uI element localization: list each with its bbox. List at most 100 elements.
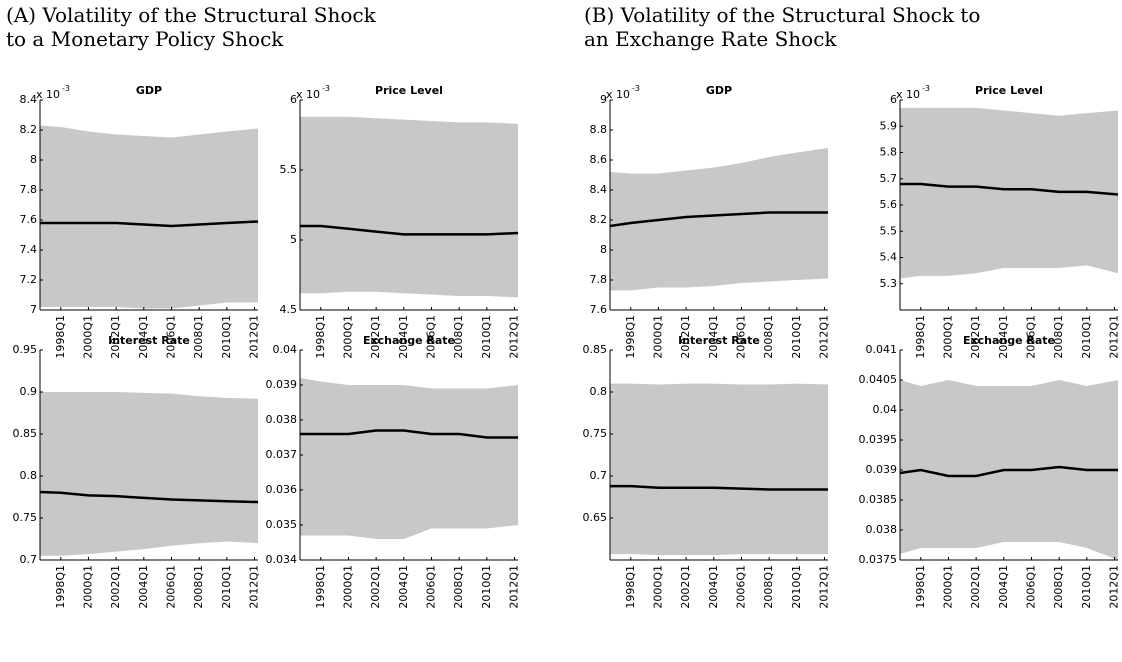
y-tick-label: 5.5 [880,224,898,237]
x-tick-label: 2008Q1 [452,315,465,359]
x-tick-label: 1998Q1 [624,315,637,359]
chart-title: Price Level [975,84,1043,97]
y-tick-label: 5.4 [880,251,898,264]
y-tick-label: 0.039 [266,378,298,391]
y-tick-label: 0.0395 [859,433,898,446]
scale-exponent: -3 [62,84,70,93]
x-tick-label: 2012Q1 [248,565,261,609]
scale-label: x 10 [296,88,320,101]
y-tick-label: 0.037 [266,448,298,461]
y-tick-label: 0.95 [13,343,38,356]
y-tick-label: 7.2 [20,273,38,286]
x-tick-label: 2006Q1 [1024,565,1037,609]
y-tick-label: 0.0385 [859,493,898,506]
y-tick-label: 0.0375 [859,553,898,566]
median-line [300,224,519,236]
x-tick-label: 2002Q1 [369,315,382,359]
y-tick-label: 0.75 [13,511,38,524]
x-tick-label: 2008Q1 [1052,315,1065,359]
x-tick-label: 1998Q1 [914,315,927,359]
x-tick-label: 2012Q1 [1108,315,1121,359]
x-tick-label: 2006Q1 [164,565,177,609]
x-tick-label: 2012Q1 [1108,565,1121,609]
x-tick-label: 2006Q1 [424,565,437,609]
scale-label: x 10 [36,88,60,101]
caption-line: an Exchange Rate Shock [584,27,837,51]
y-tick-label: 7.8 [590,273,608,286]
y-tick-label: 5.9 [880,119,898,132]
confidence-band [40,125,258,309]
y-tick-label: 0.035 [266,518,298,531]
x-tick-label: 1998Q1 [914,565,927,609]
median-line [900,182,1119,196]
caption-line: (A) Volatility of the Structural Shock [6,3,377,27]
x-tick-label: 2002Q1 [109,315,122,359]
x-tick-label: 2010Q1 [790,315,803,359]
y-tick-label: 7.8 [20,183,38,196]
y-tick-label: 0.038 [866,523,898,536]
x-tick-label: 2008Q1 [192,315,205,359]
x-tick-label: 2004Q1 [397,315,410,359]
x-tick-label: 2010Q1 [220,315,233,359]
x-tick-label: 2008Q1 [1052,565,1065,609]
x-tick-label: 2008Q1 [762,315,775,359]
x-tick-label: 2012Q1 [248,315,261,359]
y-tick-label: 0.041 [866,343,898,356]
y-tick-label: 0.8 [590,385,608,398]
scale-exponent: -3 [632,84,640,93]
x-tick-label: 2000Q1 [341,315,354,359]
y-tick-label: 8.2 [590,213,608,226]
median-line [39,490,259,504]
x-tick-label: 2004Q1 [707,315,720,359]
x-tick-label: 2008Q1 [452,565,465,609]
x-tick-label: 2004Q1 [137,315,150,359]
x-tick-label: 2006Q1 [424,315,437,359]
y-tick-label: 5.6 [880,198,898,211]
y-tick-label: 8.4 [20,93,38,106]
x-tick-label: 2002Q1 [369,565,382,609]
y-tick-label: 0.04 [873,403,898,416]
y-tick-label: 0.039 [866,463,898,476]
scale-exponent: -3 [322,84,330,93]
confidence-band [900,107,1118,279]
x-tick-label: 2008Q1 [762,565,775,609]
x-tick-label: 2002Q1 [109,565,122,609]
y-tick-label: 6 [890,93,897,106]
confidence-band [610,383,828,555]
x-tick-label: 2002Q1 [969,565,982,609]
chart-title: Exchange Rate [963,334,1055,347]
chart-title: Interest Rate [678,334,760,347]
y-tick-label: 0.7 [590,469,608,482]
x-tick-label: 2004Q1 [137,565,150,609]
chart-title: Exchange Rate [363,334,455,347]
x-tick-label: 1998Q1 [314,565,327,609]
y-tick-label: 5.8 [880,146,898,159]
x-tick-label: 1998Q1 [624,565,637,609]
y-tick-label: 0.85 [13,427,38,440]
y-tick-label: 4.5 [280,303,298,316]
x-tick-label: 2002Q1 [679,315,692,359]
y-tick-label: 8.8 [590,123,608,136]
scale-exponent: -3 [922,84,930,93]
y-tick-label: 0.038 [266,413,298,426]
x-tick-label: 1998Q1 [314,315,327,359]
confidence-band [300,378,518,539]
y-tick-label: 0.7 [20,553,38,566]
x-tick-label: 2000Q1 [81,565,94,609]
y-tick-label: 0.85 [583,343,608,356]
caption-line: to a Monetary Policy Shock [6,27,284,51]
y-tick-label: 7.6 [20,213,38,226]
x-tick-label: 2000Q1 [941,315,954,359]
x-tick-label: 2000Q1 [941,565,954,609]
x-tick-label: 2010Q1 [480,565,493,609]
x-tick-label: 2006Q1 [734,565,747,609]
median-line [610,484,828,491]
x-tick-label: 2000Q1 [81,315,94,359]
chart-title: Price Level [375,84,443,97]
chart-title: Interest Rate [108,334,190,347]
y-tick-label: 0.8 [20,469,38,482]
chart-title: GDP [706,84,732,97]
x-tick-label: 1998Q1 [54,315,67,359]
x-tick-label: 2004Q1 [997,565,1010,609]
